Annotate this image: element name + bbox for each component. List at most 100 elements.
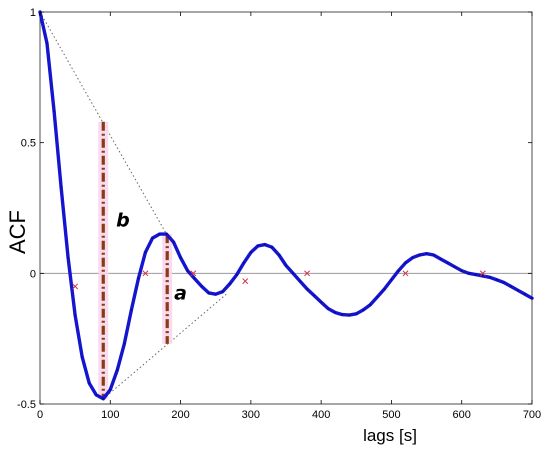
series-point [151,237,154,239]
zero-crossing-marker [142,270,149,277]
series-point [74,314,77,317]
series-point [510,285,512,288]
series-point [439,258,442,260]
series-point [60,186,62,188]
series-point [158,233,161,236]
x-tick-label: 500 [382,409,400,421]
y-tick-label: 0 [30,268,36,280]
series-point [341,313,344,316]
series-point [376,295,379,298]
series-point [313,294,316,297]
series-point [53,110,55,113]
series-point [207,292,210,294]
x-tick-label: 600 [453,409,471,421]
envelope-lines [39,11,227,400]
zero-crossing-marker [402,270,409,277]
x-tick-label: 700 [523,409,541,421]
series-point [404,261,407,264]
envelope-line-2 [102,293,227,400]
series-point [292,272,294,275]
series-point [285,264,287,267]
axis-ticks [39,11,533,405]
series-point [137,277,140,280]
series-point [123,342,126,345]
series-point [200,285,203,288]
series-point [186,269,189,272]
series-point [165,233,168,236]
series-point [130,309,133,311]
series-point [88,382,91,384]
series-point [109,388,112,391]
series-point [256,244,259,247]
x-tick-label: 100 [101,409,119,421]
zero-crossing-marker [242,278,249,285]
series-point [299,280,301,283]
annotation-b-label: b [116,209,130,231]
series-point [369,303,372,306]
series-point [102,397,105,400]
series-point [467,272,470,275]
series-point [488,276,491,279]
series-point [249,251,252,254]
x-tick-label: 0 [37,409,43,421]
series-points [39,11,533,400]
series-point [425,252,428,255]
series-point [242,261,245,264]
series-point [460,269,463,272]
zero-crossing-markers [72,270,486,290]
x-tick-label: 400 [312,409,330,421]
series-point [481,275,484,277]
series-point [221,290,224,293]
annotation-bars [98,121,173,399]
series-point [67,256,70,259]
series-point [446,261,449,264]
series-point [179,256,182,259]
series-point [306,288,308,290]
series-point [397,269,400,272]
series-point [517,289,519,292]
series-point [432,254,435,256]
y-tick-label: -0.5 [17,399,36,411]
series-point [383,288,386,290]
series-point [95,393,98,396]
series-point [235,273,238,276]
series-point [474,273,477,276]
series-point [144,251,147,254]
series-point [390,278,393,281]
zero-crossing-marker [304,270,311,277]
series-point [355,312,358,315]
envelope-line-1 [39,11,167,235]
y-axis-title: ACF [5,210,30,254]
annotation-a-label: a [174,282,187,304]
x-tick-label: 200 [171,409,189,421]
zero-crossing-marker [190,270,197,277]
zero-crossing-marker [72,283,79,290]
y-tick-label: 0.5 [21,138,36,150]
series-point [327,307,330,310]
series-point [264,243,266,246]
series-point [172,241,175,243]
zero-crossing-marker [479,270,486,277]
series-point [502,281,505,284]
series-point [334,311,337,314]
x-axis-title: lags [s] [363,426,417,445]
series-point [362,309,365,311]
series-point [348,314,351,317]
series-point [320,301,323,303]
y-tick-label: 1 [30,7,36,19]
annotation-labels: ba [116,209,187,304]
series-point [46,42,48,45]
series-point [271,246,273,249]
series-point [411,256,414,259]
series-point [531,297,533,300]
series-point [81,356,84,358]
x-tick-label: 300 [242,409,260,421]
series-point [228,282,231,285]
series-point [214,293,217,296]
series-point [524,293,526,296]
series-point [495,278,498,281]
axis-tick-labels: 0 100 200 300 400 500 600 700-0.500.51 [17,7,541,421]
plot-area-frame [39,11,533,405]
series-point [193,277,196,280]
